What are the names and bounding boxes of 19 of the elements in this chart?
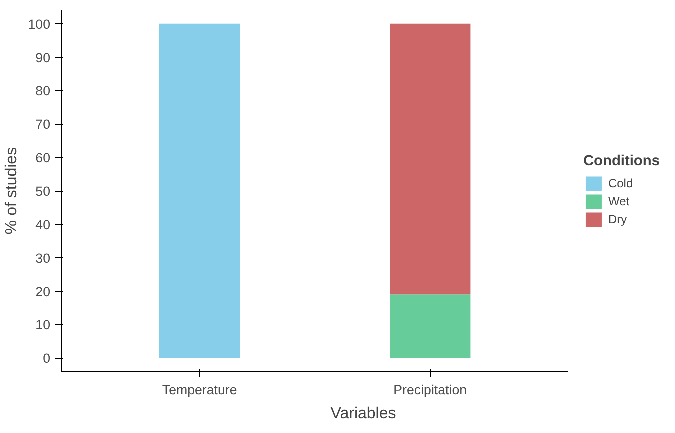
y-tick-label: 80 bbox=[36, 84, 51, 99]
x-tick-label: Temperature bbox=[162, 382, 238, 398]
y-tick-label: 20 bbox=[36, 284, 51, 300]
y-tick-label: 90 bbox=[36, 50, 51, 66]
legend-label: Wet bbox=[608, 194, 630, 208]
y-axis-title: % of studies bbox=[3, 147, 20, 235]
legend-label: Cold bbox=[608, 176, 634, 190]
y-tick-label: 10 bbox=[36, 318, 51, 333]
legend-title: Conditions bbox=[583, 153, 660, 169]
y-tick-label: 40 bbox=[36, 217, 51, 232]
y-tick-label: 50 bbox=[36, 184, 51, 199]
y-tick-label: 30 bbox=[36, 250, 51, 266]
x-axis-title: Variables bbox=[330, 406, 396, 422]
y-tick-label: 0 bbox=[43, 351, 51, 366]
y-tick-label: 100 bbox=[28, 16, 51, 32]
x-tick-label: Precipitation bbox=[394, 382, 468, 398]
y-tick-label: 70 bbox=[36, 117, 51, 132]
legend-label: Dry bbox=[608, 212, 628, 226]
y-tick-label: 60 bbox=[36, 150, 51, 166]
